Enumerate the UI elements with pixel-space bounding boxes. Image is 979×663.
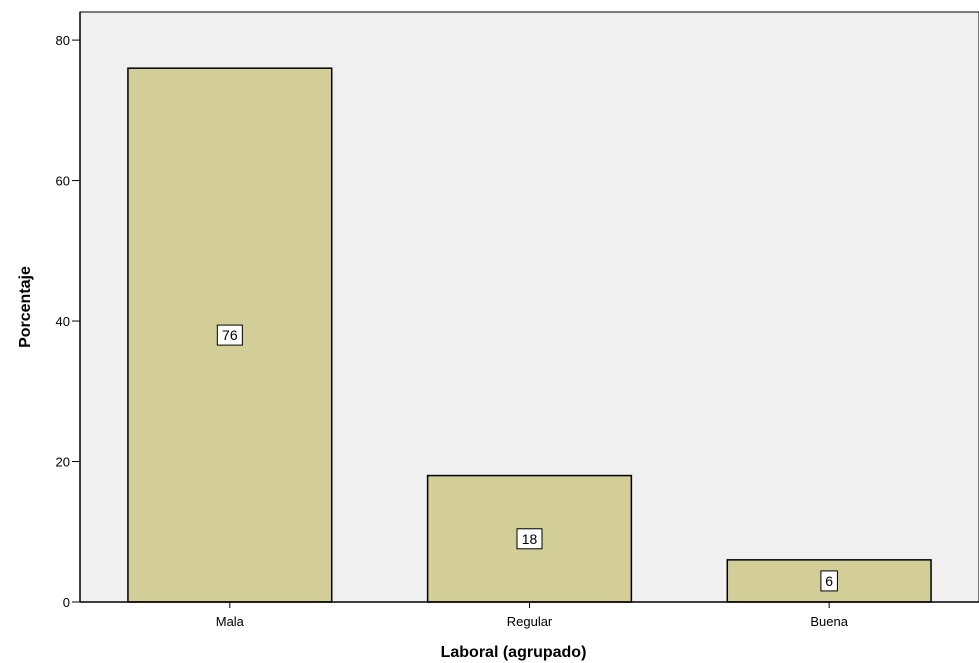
y-tick-label: 60 <box>56 174 70 189</box>
data-label-box <box>820 570 838 592</box>
data-label-text: 76 <box>222 327 238 343</box>
x-tick-label: Buena <box>810 614 848 629</box>
y-axis-title: Porcentaje <box>17 266 34 348</box>
x-tick-label: Regular <box>507 614 553 629</box>
y-tick-label: 20 <box>56 455 70 470</box>
data-label-text: 18 <box>522 531 538 547</box>
data-label-buena: 6 <box>820 570 838 592</box>
data-label-mala: 76 <box>216 324 243 346</box>
data-label-box <box>516 528 543 550</box>
data-labels-layer: 76 18 6 <box>216 324 838 592</box>
bar-buena <box>726 559 932 603</box>
x-tick-label: Mala <box>216 614 245 629</box>
axes-layer: Mala Regular Buena 0 20 40 60 80 <box>56 12 979 629</box>
x-axis-title: Laboral (agrupado) <box>441 644 587 661</box>
data-label-text: 6 <box>825 573 833 589</box>
data-label-box <box>216 324 243 346</box>
data-label-regular: 18 <box>516 528 543 550</box>
y-tick-label: 0 <box>63 595 70 610</box>
y-tick-label: 40 <box>56 314 70 329</box>
y-tick-label: 80 <box>56 33 70 48</box>
